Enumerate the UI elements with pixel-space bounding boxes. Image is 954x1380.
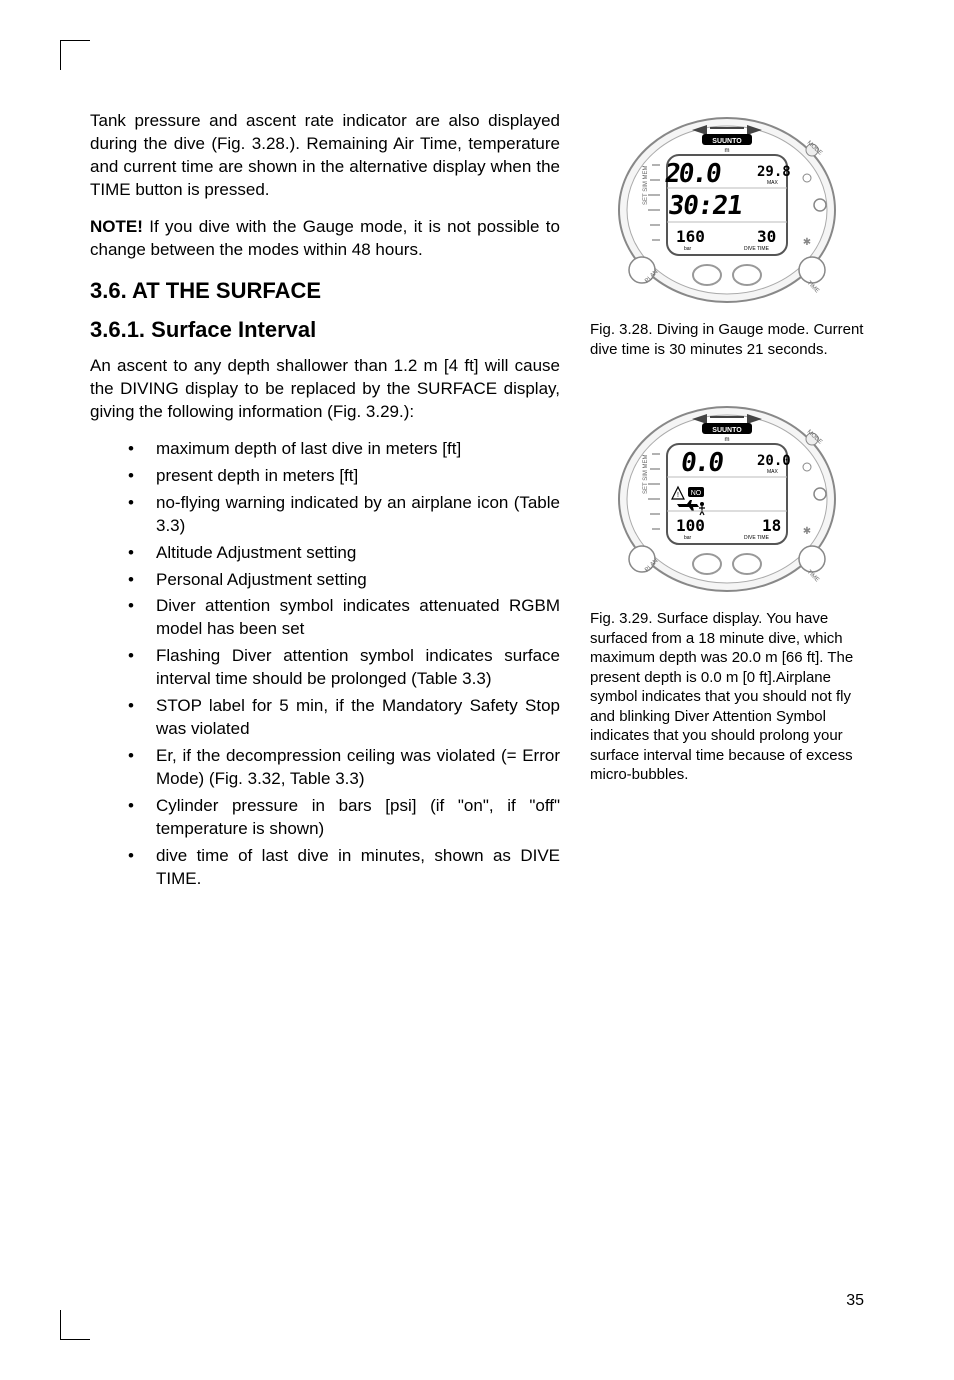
svg-text:SUUNTO: SUUNTO bbox=[712, 138, 742, 145]
svg-text:DIVE TIME: DIVE TIME bbox=[744, 535, 770, 541]
list-item: dive time of last dive in minutes, shown… bbox=[128, 845, 560, 891]
figure-3-28-watch: SUUNTO m 20.0 29.8 MAX 30:21 bbox=[612, 110, 842, 310]
list-item: no-flying warning indicated by an airpla… bbox=[128, 492, 560, 538]
figure-3-29-caption: Fig. 3.29. Surface display. You have sur… bbox=[590, 609, 864, 785]
svg-text:NO: NO bbox=[691, 490, 702, 497]
list-item: STOP label for 5 min, if the Mandatory S… bbox=[128, 695, 560, 741]
svg-text:SUUNTO: SUUNTO bbox=[712, 427, 742, 434]
note-paragraph: NOTE! If you dive with the Gauge mode, i… bbox=[90, 216, 560, 262]
crop-mark-top-left bbox=[60, 40, 90, 70]
svg-text:30: 30 bbox=[757, 227, 776, 246]
bullet-list: maximum depth of last dive in meters [ft… bbox=[90, 438, 560, 891]
svg-text:0.0: 0.0 bbox=[679, 448, 725, 478]
svg-text:SET SIM MEM: SET SIM MEM bbox=[643, 454, 649, 494]
svg-text:160: 160 bbox=[676, 227, 705, 246]
svg-text:✱: ✱ bbox=[803, 237, 811, 248]
list-item: maximum depth of last dive in meters [ft… bbox=[128, 438, 560, 461]
svg-text:30:21: 30:21 bbox=[666, 191, 744, 221]
list-item: Cylinder pressure in bars [psi] (if "on"… bbox=[128, 795, 560, 841]
figure-3-29-watch: SUUNTO m 0.0 20.0 MAX ! bbox=[612, 399, 842, 599]
paragraph-1: Tank pressure and ascent rate indicator … bbox=[90, 110, 560, 202]
sidebar-column: SUUNTO m 20.0 29.8 MAX 30:21 bbox=[590, 110, 864, 895]
section-heading: 3.6. AT THE SURFACE bbox=[90, 276, 560, 306]
note-body: If you dive with the Gauge mode, it is n… bbox=[90, 217, 560, 259]
paragraph-2: An ascent to any depth shallower than 1.… bbox=[90, 355, 560, 424]
svg-text:✱: ✱ bbox=[803, 526, 811, 537]
subsection-heading: 3.6.1. Surface Interval bbox=[90, 315, 560, 345]
svg-text:20.0: 20.0 bbox=[663, 159, 723, 189]
list-item: Er, if the decompression ceiling was vio… bbox=[128, 745, 560, 791]
svg-text:18: 18 bbox=[762, 516, 781, 535]
list-item: Flashing Diver attention symbol indicate… bbox=[128, 645, 560, 691]
svg-text:m: m bbox=[725, 148, 730, 154]
list-item: present depth in meters [ft] bbox=[128, 465, 560, 488]
svg-text:bar: bar bbox=[684, 246, 692, 252]
svg-text:!: ! bbox=[677, 492, 679, 499]
note-label: NOTE! bbox=[90, 217, 143, 236]
svg-text:SET SIM MEM: SET SIM MEM bbox=[643, 165, 649, 205]
list-item: Altitude Adjustment setting bbox=[128, 542, 560, 565]
page-number: 35 bbox=[846, 1292, 864, 1310]
svg-text:bar: bar bbox=[684, 535, 692, 541]
svg-text:29.8: 29.8 bbox=[757, 164, 791, 180]
svg-text:DIVE TIME: DIVE TIME bbox=[744, 246, 770, 252]
svg-text:20.0: 20.0 bbox=[757, 453, 791, 469]
list-item: Personal Adjustment setting bbox=[128, 569, 560, 592]
crop-mark-bottom-left bbox=[60, 1310, 90, 1340]
main-text-column: Tank pressure and ascent rate indicator … bbox=[90, 110, 560, 895]
list-item: Diver attention symbol indicates attenua… bbox=[128, 595, 560, 641]
svg-text:MAX: MAX bbox=[767, 180, 779, 186]
figure-3-28-caption: Fig. 3.28. Diving in Gauge mode. Current… bbox=[590, 320, 864, 359]
svg-text:m: m bbox=[725, 437, 730, 443]
svg-text:100: 100 bbox=[676, 516, 705, 535]
svg-text:MAX: MAX bbox=[767, 469, 779, 475]
